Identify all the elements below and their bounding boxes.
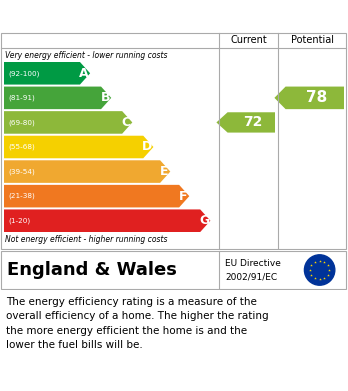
Text: Energy Efficiency Rating: Energy Efficiency Rating xyxy=(8,7,237,25)
Polygon shape xyxy=(275,86,344,109)
Text: Not energy efficient - higher running costs: Not energy efficient - higher running co… xyxy=(5,235,167,244)
Text: C: C xyxy=(122,116,131,129)
Text: (69-80): (69-80) xyxy=(8,119,35,126)
Text: 78: 78 xyxy=(306,90,327,105)
Circle shape xyxy=(304,255,335,285)
Text: B: B xyxy=(100,91,110,104)
Polygon shape xyxy=(216,112,275,133)
Text: England & Wales: England & Wales xyxy=(7,261,177,279)
Text: Very energy efficient - lower running costs: Very energy efficient - lower running co… xyxy=(5,51,167,60)
Text: (81-91): (81-91) xyxy=(8,95,35,101)
Text: (21-38): (21-38) xyxy=(8,193,35,199)
Text: Current: Current xyxy=(230,35,267,45)
Text: G: G xyxy=(199,214,209,227)
Polygon shape xyxy=(4,86,111,109)
Text: 72: 72 xyxy=(243,115,262,129)
Text: (92-100): (92-100) xyxy=(8,70,39,77)
Text: D: D xyxy=(142,140,152,154)
Polygon shape xyxy=(4,160,170,183)
Polygon shape xyxy=(4,62,90,84)
Text: The energy efficiency rating is a measure of the
overall efficiency of a home. T: The energy efficiency rating is a measur… xyxy=(6,297,269,350)
Polygon shape xyxy=(4,185,189,208)
Polygon shape xyxy=(4,136,153,158)
Text: F: F xyxy=(179,190,188,203)
Text: EU Directive: EU Directive xyxy=(225,260,281,269)
Text: (39-54): (39-54) xyxy=(8,168,35,175)
Text: E: E xyxy=(160,165,168,178)
Text: Potential: Potential xyxy=(291,35,333,45)
Text: (55-68): (55-68) xyxy=(8,144,35,150)
Text: 2002/91/EC: 2002/91/EC xyxy=(225,273,277,282)
Polygon shape xyxy=(4,210,211,232)
Text: A: A xyxy=(79,67,89,80)
Text: (1-20): (1-20) xyxy=(8,217,30,224)
Polygon shape xyxy=(4,111,132,134)
